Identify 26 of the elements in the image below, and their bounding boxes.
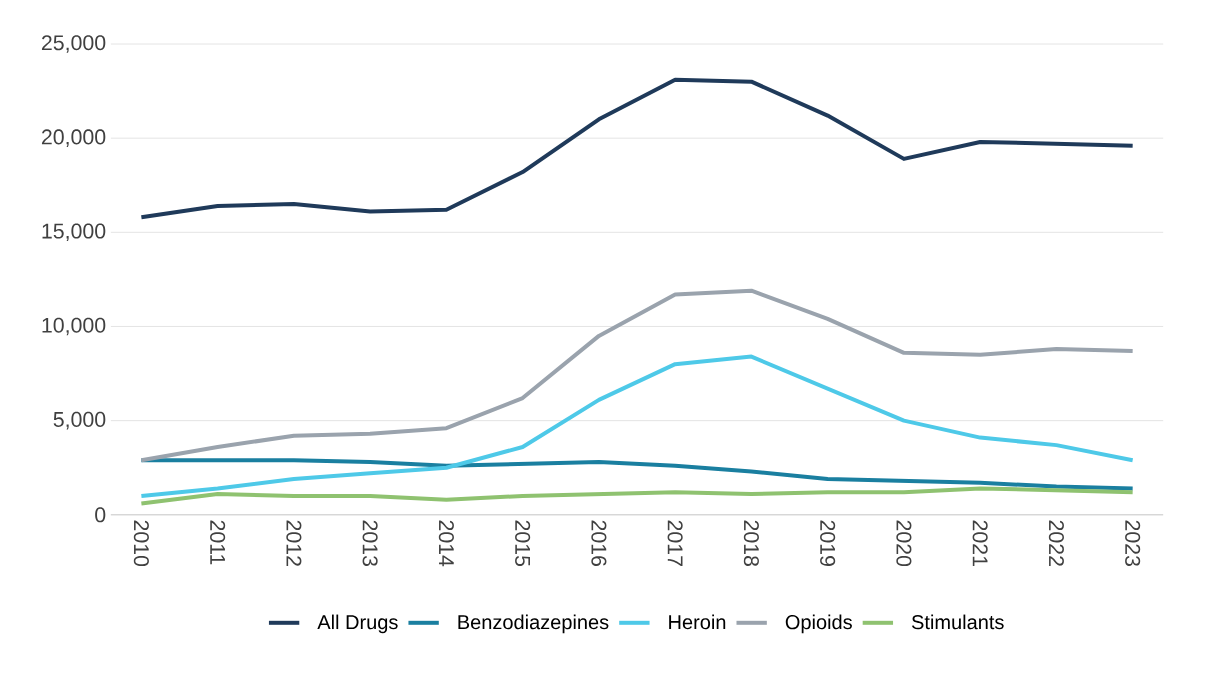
y-tick-label: 5,000 [53, 411, 106, 430]
y-tick-label: 15,000 [42, 223, 106, 242]
x-tick-label: 2011 [210, 520, 226, 565]
x-tick-label: 2019 [820, 520, 836, 566]
y-tick-label: 0 [95, 507, 106, 523]
legend-label: Heroin [669, 614, 726, 630]
x-tick-label: 2010 [133, 520, 149, 567]
x-tick-label: 2013 [362, 520, 378, 566]
x-tick-label: 2016 [591, 520, 607, 566]
x-tick-label: 2021 [972, 520, 988, 566]
x-tick-label: 2012 [286, 520, 302, 566]
x-tick-label: 2018 [743, 520, 759, 566]
legend-label: Stimulants [911, 614, 1004, 630]
y-tick-label: 25,000 [41, 35, 106, 53]
line-series [139, 288, 1135, 463]
x-tick-label: 2015 [515, 520, 531, 566]
x-tick-label: 2020 [896, 520, 912, 567]
legend-label: Opioids [785, 614, 852, 634]
y-tick-label: 10,000 [42, 317, 106, 336]
legend-label: All Drugs [317, 614, 398, 634]
legend-label: Benzodiazepines [458, 614, 609, 634]
x-tick-label: 2017 [667, 520, 683, 566]
y-tick-label: 20,000 [41, 129, 106, 147]
x-tick-label: 2022 [1048, 520, 1064, 566]
x-tick-label: 2014 [438, 520, 454, 567]
x-tick-label: 2023 [1125, 520, 1141, 566]
